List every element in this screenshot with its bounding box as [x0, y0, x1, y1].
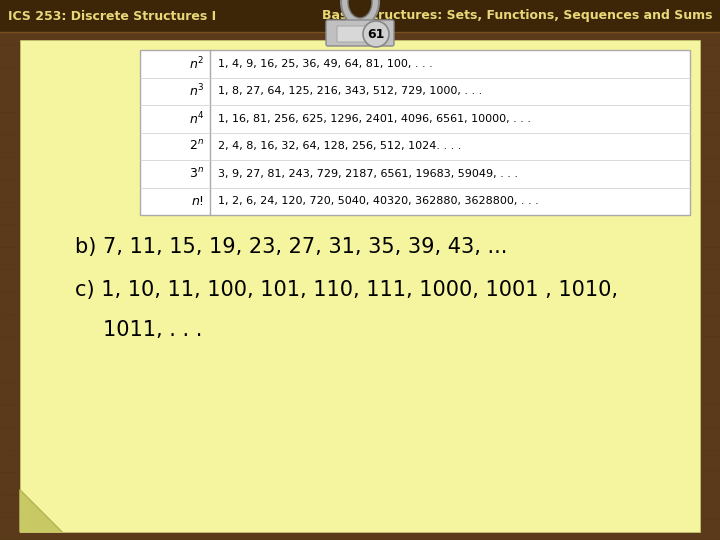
Text: b) 7, 11, 15, 19, 23, 27, 31, 35, 39, 43, ...: b) 7, 11, 15, 19, 23, 27, 31, 35, 39, 43… — [75, 237, 508, 257]
Ellipse shape — [341, 0, 379, 26]
FancyBboxPatch shape — [326, 20, 394, 46]
Text: $n!$: $n!$ — [191, 195, 204, 208]
Text: 3, 9, 27, 81, 243, 729, 2187, 6561, 19683, 59049, . . .: 3, 9, 27, 81, 243, 729, 2187, 6561, 1968… — [218, 168, 518, 179]
Text: $3^n$: $3^n$ — [189, 167, 204, 181]
Text: 1011, . . .: 1011, . . . — [103, 320, 202, 340]
Bar — [0, 0, 720, 32]
Text: $n^3$: $n^3$ — [189, 83, 204, 99]
Text: 1, 4, 9, 16, 25, 36, 49, 64, 81, 100, . . .: 1, 4, 9, 16, 25, 36, 49, 64, 81, 100, . … — [218, 59, 433, 69]
Text: $n^4$: $n^4$ — [189, 111, 204, 127]
Text: Basic Structures: Sets, Functions, Sequences and Sums: Basic Structures: Sets, Functions, Seque… — [322, 10, 712, 23]
Text: 1, 16, 81, 256, 625, 1296, 2401, 4096, 6561, 10000, . . .: 1, 16, 81, 256, 625, 1296, 2401, 4096, 6… — [218, 114, 531, 124]
Ellipse shape — [348, 0, 372, 18]
Text: 61: 61 — [367, 28, 384, 40]
Text: 1, 2, 6, 24, 120, 720, 5040, 40320, 362880, 3628800, . . .: 1, 2, 6, 24, 120, 720, 5040, 40320, 3628… — [218, 196, 539, 206]
Text: 1, 8, 27, 64, 125, 216, 343, 512, 729, 1000, . . .: 1, 8, 27, 64, 125, 216, 343, 512, 729, 1… — [218, 86, 482, 96]
FancyBboxPatch shape — [337, 26, 383, 42]
Circle shape — [363, 21, 389, 47]
Text: ICS 253: Discrete Structures I: ICS 253: Discrete Structures I — [8, 10, 216, 23]
Text: $n^2$: $n^2$ — [189, 56, 204, 72]
Text: c) 1, 10, 11, 100, 101, 110, 111, 1000, 1001 , 1010,: c) 1, 10, 11, 100, 101, 110, 111, 1000, … — [75, 280, 618, 300]
Polygon shape — [20, 490, 62, 532]
Bar — [140, 50, 690, 215]
Text: 2, 4, 8, 16, 32, 64, 128, 256, 512, 1024. . . .: 2, 4, 8, 16, 32, 64, 128, 256, 512, 1024… — [218, 141, 462, 151]
Text: $2^n$: $2^n$ — [189, 139, 204, 153]
